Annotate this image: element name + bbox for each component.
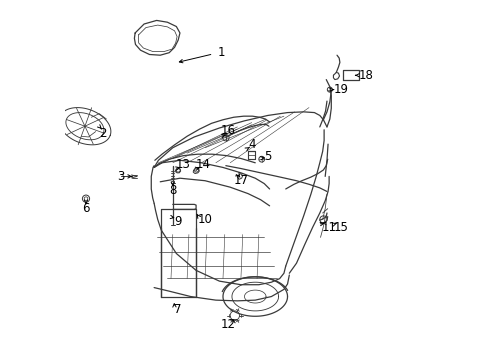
Text: 10: 10 bbox=[197, 213, 212, 226]
Text: 5: 5 bbox=[264, 150, 271, 163]
Text: 12: 12 bbox=[221, 318, 235, 331]
Text: 13: 13 bbox=[176, 158, 191, 171]
Text: 17: 17 bbox=[233, 174, 248, 186]
Text: 9: 9 bbox=[174, 215, 182, 228]
Text: 7: 7 bbox=[174, 303, 182, 316]
Text: 4: 4 bbox=[247, 138, 255, 150]
Text: 2: 2 bbox=[99, 127, 106, 140]
Text: 8: 8 bbox=[169, 184, 176, 197]
Text: 11: 11 bbox=[321, 221, 336, 234]
Text: 6: 6 bbox=[82, 202, 90, 215]
Text: 15: 15 bbox=[333, 221, 348, 234]
Text: 3: 3 bbox=[117, 170, 124, 183]
Text: 14: 14 bbox=[195, 158, 210, 171]
Text: 16: 16 bbox=[221, 124, 235, 137]
Text: 19: 19 bbox=[333, 83, 348, 96]
Text: 18: 18 bbox=[358, 69, 373, 82]
Text: 1: 1 bbox=[217, 46, 224, 59]
